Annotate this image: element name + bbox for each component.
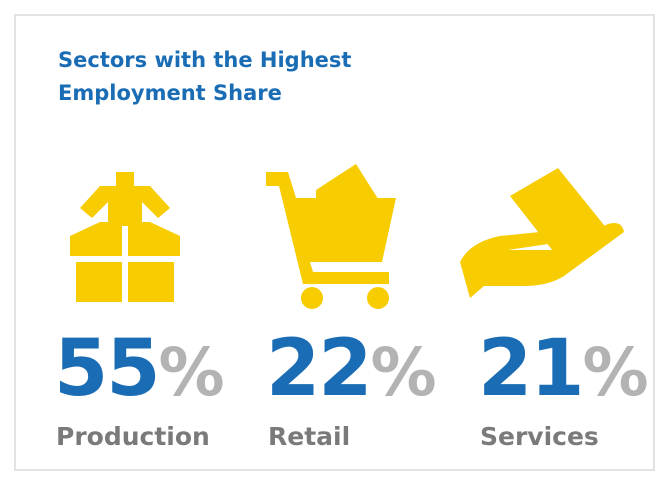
title: Sectors with the Highest Employment Shar… [58, 48, 352, 105]
stat-unit: % [582, 334, 649, 411]
stat-label: Production [56, 422, 210, 451]
stat-value: 55 [54, 324, 161, 414]
stat: 21% [478, 330, 649, 408]
stat-label: Retail [268, 422, 351, 451]
stat-value: 22 [266, 324, 373, 414]
card-frame [14, 14, 655, 471]
stat: 22% [266, 330, 437, 408]
services-icon [460, 168, 624, 298]
stat: 55% [54, 330, 225, 408]
stat-unit: % [370, 334, 437, 411]
stat-value: 21 [478, 324, 585, 414]
retail-icon [266, 164, 396, 309]
stat-label: Services [480, 422, 599, 451]
stat-unit: % [158, 334, 225, 411]
production-icon [70, 172, 180, 302]
